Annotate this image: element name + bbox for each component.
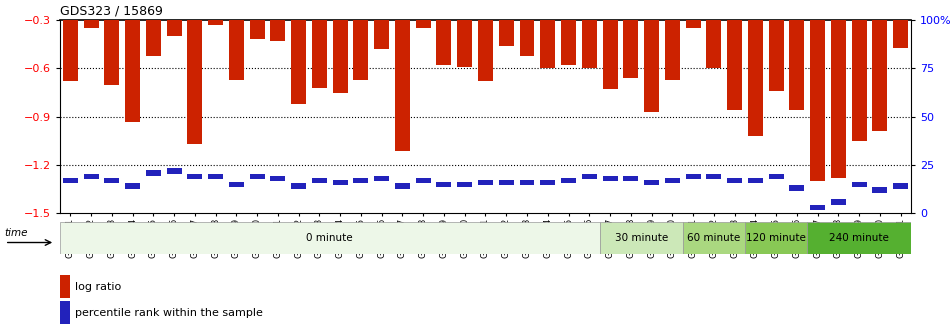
Bar bbox=[893, 183, 908, 189]
Bar bbox=[250, 20, 264, 40]
Bar bbox=[807, 222, 911, 254]
Bar bbox=[831, 199, 845, 205]
Bar bbox=[312, 20, 327, 88]
Bar bbox=[270, 176, 285, 181]
Bar bbox=[416, 20, 431, 28]
Bar bbox=[519, 180, 534, 185]
Bar bbox=[478, 180, 493, 185]
Bar bbox=[623, 20, 638, 78]
Bar bbox=[437, 181, 452, 187]
Bar bbox=[126, 20, 140, 122]
Bar bbox=[831, 20, 845, 178]
Bar bbox=[105, 20, 119, 85]
Bar bbox=[603, 20, 617, 89]
Bar bbox=[810, 20, 825, 181]
Text: 120 minute: 120 minute bbox=[747, 233, 806, 243]
Bar bbox=[519, 20, 534, 55]
Bar bbox=[84, 174, 99, 179]
Bar bbox=[146, 170, 161, 176]
Bar bbox=[686, 174, 701, 179]
Bar bbox=[63, 20, 78, 81]
Bar bbox=[60, 222, 600, 254]
Bar bbox=[291, 183, 306, 189]
Bar bbox=[644, 20, 659, 112]
Bar bbox=[498, 20, 514, 46]
Bar bbox=[166, 168, 182, 174]
Text: percentile rank within the sample: percentile rank within the sample bbox=[75, 308, 263, 318]
Bar bbox=[852, 20, 866, 141]
Bar bbox=[603, 176, 617, 181]
Bar bbox=[582, 20, 597, 69]
Bar bbox=[498, 180, 514, 185]
Bar bbox=[728, 178, 742, 183]
Text: log ratio: log ratio bbox=[75, 282, 122, 292]
Bar bbox=[437, 20, 452, 65]
Bar bbox=[333, 20, 348, 93]
Bar bbox=[707, 174, 721, 179]
Bar bbox=[457, 20, 473, 67]
Bar bbox=[63, 178, 78, 183]
Bar bbox=[686, 20, 701, 28]
Text: 60 minute: 60 minute bbox=[688, 233, 741, 243]
Bar bbox=[333, 180, 348, 185]
Bar bbox=[623, 176, 638, 181]
Bar bbox=[354, 20, 368, 80]
Bar bbox=[312, 178, 327, 183]
Bar bbox=[374, 176, 389, 181]
Bar bbox=[208, 174, 223, 179]
Bar bbox=[789, 185, 805, 191]
Text: GDS323 / 15869: GDS323 / 15869 bbox=[60, 5, 163, 17]
Bar bbox=[540, 20, 555, 69]
Bar bbox=[768, 174, 784, 179]
Bar bbox=[395, 183, 410, 189]
Bar bbox=[229, 20, 243, 80]
Bar bbox=[707, 20, 721, 69]
Bar bbox=[105, 178, 119, 183]
Bar bbox=[665, 20, 680, 80]
Bar bbox=[789, 20, 805, 110]
Bar bbox=[166, 20, 182, 36]
Text: time: time bbox=[5, 228, 29, 238]
Bar bbox=[600, 222, 683, 254]
Bar bbox=[60, 275, 70, 298]
Bar bbox=[187, 20, 203, 144]
Bar bbox=[146, 20, 161, 55]
Bar bbox=[745, 222, 807, 254]
Bar bbox=[683, 222, 745, 254]
Bar bbox=[561, 178, 576, 183]
Bar bbox=[416, 178, 431, 183]
Bar bbox=[270, 20, 285, 41]
Bar bbox=[84, 20, 99, 28]
Bar bbox=[747, 178, 763, 183]
Bar bbox=[478, 20, 493, 81]
Bar bbox=[852, 181, 866, 187]
Bar bbox=[374, 20, 389, 49]
Bar bbox=[561, 20, 576, 65]
Bar bbox=[665, 178, 680, 183]
Bar bbox=[810, 205, 825, 210]
Bar bbox=[872, 20, 887, 131]
Bar bbox=[582, 174, 597, 179]
Bar bbox=[395, 20, 410, 151]
Bar bbox=[872, 187, 887, 193]
Bar bbox=[728, 20, 742, 110]
Bar bbox=[457, 181, 473, 187]
Bar bbox=[126, 183, 140, 189]
Bar bbox=[354, 178, 368, 183]
Text: 240 minute: 240 minute bbox=[829, 233, 889, 243]
Bar bbox=[540, 180, 555, 185]
Text: 0 minute: 0 minute bbox=[306, 233, 353, 243]
Bar bbox=[644, 180, 659, 185]
Bar bbox=[747, 20, 763, 136]
Bar bbox=[60, 301, 70, 325]
Bar bbox=[291, 20, 306, 104]
Bar bbox=[187, 174, 203, 179]
Bar bbox=[768, 20, 784, 91]
Bar bbox=[229, 181, 243, 187]
Text: 30 minute: 30 minute bbox=[614, 233, 668, 243]
Bar bbox=[250, 174, 264, 179]
Bar bbox=[893, 20, 908, 47]
Bar bbox=[208, 20, 223, 25]
